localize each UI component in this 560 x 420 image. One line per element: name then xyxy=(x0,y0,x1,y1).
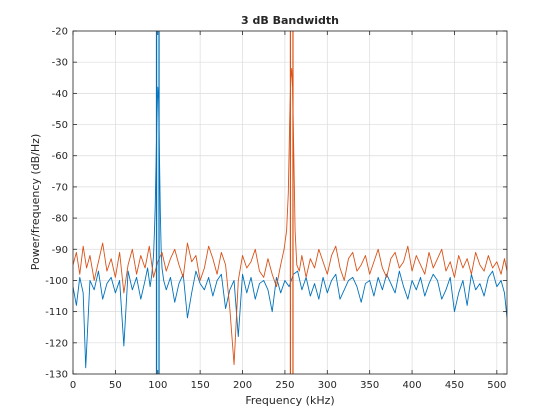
x-tick-label: 300 xyxy=(318,380,337,391)
y-tick-label: -80 xyxy=(52,214,68,225)
x-tick-label: 0 xyxy=(70,380,76,391)
x-tick-label: 450 xyxy=(445,380,464,391)
x-axis-label: Frequency (kHz) xyxy=(245,394,334,407)
x-tick-label: 50 xyxy=(109,380,122,391)
y-tick-label: -90 xyxy=(52,245,68,256)
y-tick-label: -30 xyxy=(52,58,68,69)
y-axis-label: Power/frequency (dB/Hz) xyxy=(29,134,42,271)
y-tick-label: -130 xyxy=(45,370,68,381)
bandwidth-marker-layer xyxy=(155,31,294,374)
x-tick-label: 500 xyxy=(487,380,506,391)
axes-box xyxy=(72,30,508,375)
x-tick-label: 100 xyxy=(148,380,167,391)
x-tick-label: 350 xyxy=(360,380,379,391)
y-tick-label: -120 xyxy=(45,338,68,349)
chart-title: 3 dB Bandwidth xyxy=(241,14,339,27)
y-tick-label: -100 xyxy=(45,276,68,287)
series-1-line xyxy=(73,86,507,369)
x-tick-label: 250 xyxy=(275,380,294,391)
y-tick-label: -50 xyxy=(52,120,68,131)
x-axis-ticks: 0 50 100 150 200 250 300 350 400 450 500 xyxy=(70,31,506,391)
y-tick-label: -60 xyxy=(52,151,68,162)
y-tick-label: -70 xyxy=(52,182,68,193)
y-tick-label: -110 xyxy=(45,307,68,318)
y-tick-label: -20 xyxy=(52,27,68,38)
y-axis-ticks: -130 -120 -110 -100 -90 -80 -70 -60 -50 -40 -30 -20 xyxy=(45,27,507,381)
y-tick-label: -40 xyxy=(52,89,68,100)
series-2-line xyxy=(73,67,507,366)
x-tick-label: 150 xyxy=(191,380,210,391)
series-layer xyxy=(73,67,507,369)
x-tick-label: 200 xyxy=(233,380,252,391)
x-tick-label: 400 xyxy=(403,380,422,391)
